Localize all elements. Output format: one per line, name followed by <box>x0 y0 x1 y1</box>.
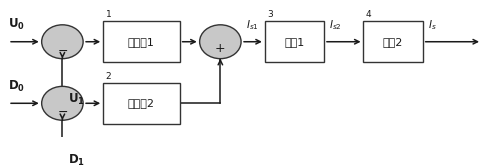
Text: $I_{s2}$: $I_{s2}$ <box>329 18 342 32</box>
FancyBboxPatch shape <box>103 83 180 124</box>
Text: 限庅2: 限庅2 <box>383 37 403 47</box>
Text: 限庅1: 限庅1 <box>284 37 304 47</box>
Text: $\mathbf{U_1}$: $\mathbf{U_1}$ <box>68 92 85 107</box>
Ellipse shape <box>42 86 83 120</box>
Text: 调节器1: 调节器1 <box>128 37 155 47</box>
Text: $I_{s1}$: $I_{s1}$ <box>246 18 259 32</box>
FancyBboxPatch shape <box>363 21 423 62</box>
Text: $\mathbf{D_1}$: $\mathbf{D_1}$ <box>68 153 86 168</box>
Text: 调节器2: 调节器2 <box>128 98 155 108</box>
Text: $I_s$: $I_s$ <box>428 18 437 32</box>
FancyBboxPatch shape <box>103 21 180 62</box>
Text: $\mathbf{U_0}$: $\mathbf{U_0}$ <box>8 17 25 32</box>
Ellipse shape <box>42 25 83 59</box>
Text: +: + <box>215 42 226 55</box>
Text: 3: 3 <box>267 10 273 19</box>
Text: $\mathbf{D_0}$: $\mathbf{D_0}$ <box>8 79 25 94</box>
Text: −: − <box>58 45 69 58</box>
Text: 2: 2 <box>105 72 111 81</box>
FancyBboxPatch shape <box>265 21 324 62</box>
Ellipse shape <box>199 25 241 59</box>
Text: 1: 1 <box>105 10 111 19</box>
Text: −: − <box>58 106 69 119</box>
Text: 4: 4 <box>366 10 372 19</box>
